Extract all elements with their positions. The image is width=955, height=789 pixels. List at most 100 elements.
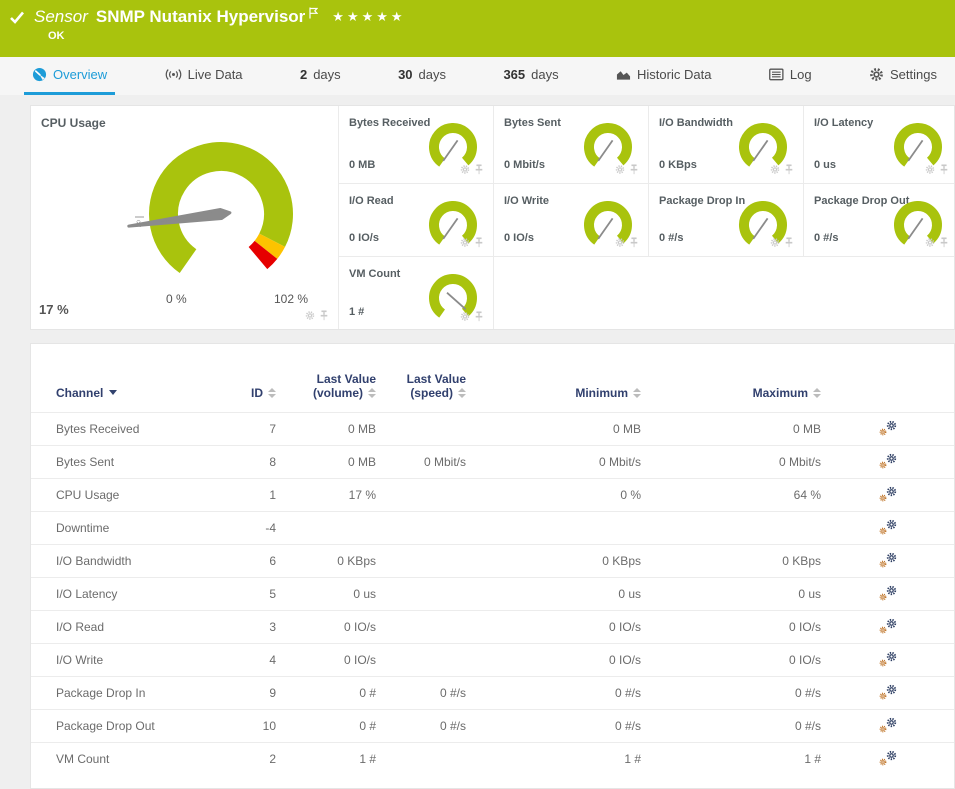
maximum-cell: 0 KBps — [641, 544, 821, 578]
table-row[interactable]: I/O Read 3 0 IO/s 0 IO/s 0 IO/s — [31, 610, 954, 644]
table-row[interactable]: CPU Usage 1 17 % 0 % 64 % — [31, 478, 954, 512]
edit-channel-gears-icon[interactable] — [879, 684, 897, 700]
channel-id-cell: 9 — [221, 676, 276, 710]
edit-channel-gears-icon[interactable] — [879, 453, 897, 469]
gauge-pin-icon[interactable] — [939, 164, 949, 175]
channel-table: Channel ID Last Value (volume) Last Valu… — [31, 372, 954, 776]
gauge-settings-gear-icon[interactable] — [770, 164, 780, 175]
table-row[interactable]: I/O Latency 5 0 us 0 us 0 us — [31, 577, 954, 611]
edit-channel-gears-icon[interactable] — [879, 618, 897, 634]
edit-channel-gears-icon[interactable] — [879, 750, 897, 766]
mini-gauge — [894, 123, 942, 167]
gauge-settings-gear-icon[interactable] — [460, 311, 470, 322]
tab-settings[interactable]: Settings — [861, 57, 945, 95]
column-header-channel[interactable]: Channel — [31, 372, 221, 413]
gauge-pin-icon[interactable] — [629, 237, 639, 248]
sort-icon — [268, 388, 276, 398]
table-row[interactable]: VM Count 2 1 # 1 # 1 # — [31, 742, 954, 776]
edit-channel-gears-icon[interactable] — [879, 651, 897, 667]
gauge-settings-gear-icon[interactable] — [305, 310, 315, 321]
gauge-settings-gear-icon[interactable] — [925, 164, 935, 175]
gauge-tile-io-read: I/O Read 0 IO/s — [339, 184, 494, 257]
tab-overview[interactable]: Overview — [24, 57, 116, 95]
edit-channel-gears-icon[interactable] — [879, 486, 897, 502]
table-row[interactable]: I/O Write 4 0 IO/s 0 IO/s 0 IO/s — [31, 643, 954, 677]
gauge-min-label: 0 % — [166, 292, 187, 306]
gauge-pin-icon[interactable] — [784, 164, 794, 175]
table-row[interactable]: Package Drop Out 10 0 # 0 #/s 0 #/s 0 #/… — [31, 709, 954, 743]
edit-channel-gears-icon[interactable] — [879, 552, 897, 568]
gauge-settings-gear-icon[interactable] — [615, 237, 625, 248]
table-row[interactable]: I/O Bandwidth 6 0 KBps 0 KBps 0 KBps — [31, 544, 954, 578]
channel-table-body: Bytes Received 7 0 MB 0 MB 0 MB Bytes Se… — [31, 412, 954, 776]
channel-name-cell: I/O Write — [31, 643, 221, 677]
maximum-cell: 1 # — [641, 742, 821, 776]
minimum-cell: 0 Mbit/s — [466, 445, 641, 479]
sort-icon — [813, 388, 821, 398]
gauge-title: I/O Write — [504, 195, 550, 207]
gauge-pin-icon[interactable] — [939, 237, 949, 248]
tab-log[interactable]: Log — [761, 57, 820, 95]
gauge-settings-gear-icon[interactable] — [925, 237, 935, 248]
gauge-settings-gear-icon[interactable] — [615, 164, 625, 175]
gauge-pin-icon[interactable] — [474, 237, 484, 248]
gauge-settings-gear-icon[interactable] — [460, 164, 470, 175]
channel-id-cell: 8 — [221, 445, 276, 479]
channel-name-cell: Bytes Sent — [31, 445, 221, 479]
table-row[interactable]: Bytes Received 7 0 MB 0 MB 0 MB — [31, 412, 954, 446]
edit-channel-gears-icon[interactable] — [879, 585, 897, 601]
tab-live-data[interactable]: Live Data — [157, 57, 251, 95]
gauge-title: I/O Latency — [814, 117, 874, 129]
gauge-tile-bytes-received: Bytes Received 0 MB — [339, 106, 494, 184]
maximum-cell: 0 MB — [641, 412, 821, 446]
gauge-settings-gear-icon[interactable] — [770, 237, 780, 248]
mini-gauge — [584, 201, 632, 245]
sort-icon — [633, 388, 641, 398]
edit-channel-gears-icon[interactable] — [879, 717, 897, 733]
tab-30-days[interactable]: 30 days — [390, 57, 454, 95]
table-row[interactable]: Package Drop In 9 0 # 0 #/s 0 #/s 0 #/s — [31, 676, 954, 710]
gauge-pin-icon[interactable] — [784, 237, 794, 248]
minimum-cell: 0 IO/s — [466, 643, 641, 677]
mini-gauge — [739, 123, 787, 167]
flag-icon[interactable] — [309, 7, 319, 19]
gauge-pin-icon[interactable] — [319, 310, 329, 321]
sort-icon — [458, 388, 466, 398]
last-value-volume-cell: 0 IO/s — [276, 610, 376, 644]
tab-live-data-label: Live Data — [187, 67, 243, 82]
edit-channel-gears-icon[interactable] — [879, 519, 897, 535]
gauge-pin-icon[interactable] — [629, 164, 639, 175]
last-value-volume-cell: 0 # — [276, 709, 376, 743]
channel-id-cell: 5 — [221, 577, 276, 611]
last-value-volume-cell: 0 MB — [276, 445, 376, 479]
tab-historic-data[interactable]: Historic Data — [608, 57, 719, 95]
column-header-maximum[interactable]: Maximum — [641, 372, 821, 413]
last-value-speed-cell — [376, 742, 466, 776]
gauge-pin-icon[interactable] — [474, 164, 484, 175]
tab-2-days-number: 2 — [299, 67, 308, 82]
column-header-last-value-volume[interactable]: Last Value (volume) — [312, 372, 376, 400]
maximum-cell: 0 us — [641, 577, 821, 611]
edit-channel-gears-icon[interactable] — [879, 420, 897, 436]
gauge-value: 0 IO/s — [504, 232, 534, 244]
gauge-settings-gear-icon[interactable] — [460, 237, 470, 248]
table-row[interactable]: Bytes Sent 8 0 MB 0 Mbit/s 0 Mbit/s 0 Mb… — [31, 445, 954, 479]
mini-gauge — [739, 201, 787, 245]
minimum-cell: 0 IO/s — [466, 610, 641, 644]
channel-id-cell: 6 — [221, 544, 276, 578]
column-header-id[interactable]: ID — [221, 372, 276, 413]
tab-2-days[interactable]: 2 days — [292, 57, 349, 95]
channel-name-cell: I/O Latency — [31, 577, 221, 611]
priority-stars[interactable]: ★★★★★ — [332, 9, 406, 24]
gauge-pin-icon[interactable] — [474, 311, 484, 322]
tab-365-days[interactable]: 365 days — [495, 57, 566, 95]
last-value-speed-cell — [376, 643, 466, 677]
log-list-icon — [769, 67, 784, 82]
gauge-tile-bytes-sent: Bytes Sent 0 Mbit/s — [494, 106, 649, 184]
gauge-value: 0 MB — [349, 159, 376, 171]
minimum-cell: 0 % — [466, 478, 641, 512]
column-header-minimum[interactable]: Minimum — [466, 372, 641, 413]
sensor-header: Sensor SNMP Nutanix Hypervisor ★★★★★ OK — [0, 0, 955, 57]
table-row[interactable]: Downtime -4 — [31, 511, 954, 545]
column-header-last-value-speed[interactable]: Last Value (speed) — [406, 372, 466, 400]
